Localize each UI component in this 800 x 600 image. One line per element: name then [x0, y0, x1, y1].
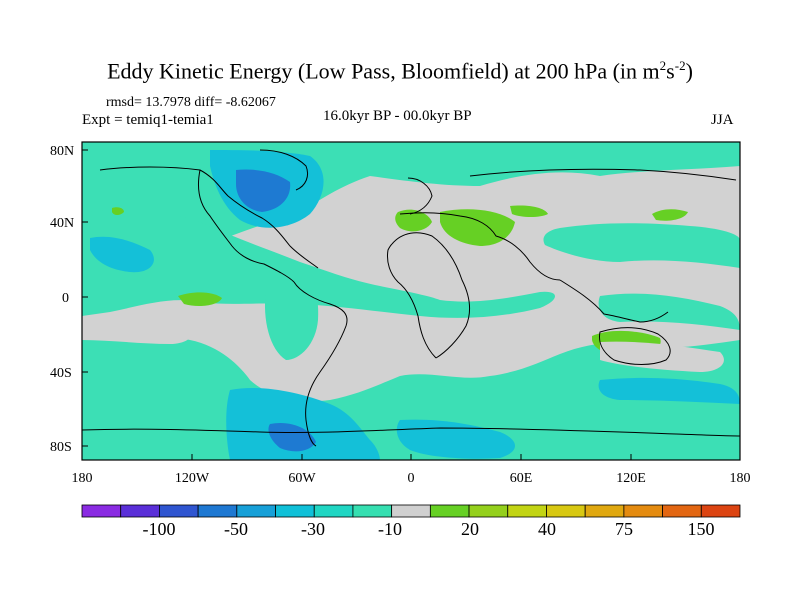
colorbar-swatch [623, 504, 663, 518]
colorbar-label-40: 40 [538, 519, 556, 539]
colorbar-swatch [313, 504, 354, 518]
colorbar-swatch [120, 504, 160, 518]
colorbar-label-minus10: -10 [378, 519, 402, 539]
colorbar-swatch [275, 504, 315, 518]
colorbar-swatch [662, 504, 702, 518]
period-text: 16.0kyr BP - 00.0kyr BP [323, 108, 472, 124]
colorbar-label-minus30: -30 [301, 519, 325, 539]
x-tick-60e: 60E [510, 471, 533, 486]
colorbar-swatch [546, 504, 586, 518]
coastlines [82, 149, 740, 447]
colorbar-label-20: 20 [461, 519, 479, 539]
y-tick-40n: 40N [50, 216, 74, 231]
x-tick-180e: 180 [730, 471, 751, 486]
x-tick-60w: 60W [288, 471, 316, 486]
experiment-text: Expt = temiq1-temia1 [82, 112, 214, 128]
season-text: JJA [711, 112, 734, 128]
y-tick-40s: 40S [50, 366, 72, 381]
field-level-minus50 [236, 169, 316, 452]
field-level-zero-patches [82, 315, 724, 372]
colorbar-label-minus100: -100 [143, 519, 176, 539]
colorbar-swatch [197, 504, 238, 518]
x-tick-180w: 180 [72, 471, 93, 486]
colorbar-swatch [584, 504, 625, 518]
colorbar [81, 504, 741, 518]
x-axis: 180 120W 60W 0 60E 120E 180 [72, 454, 751, 486]
colorbar-swatch [700, 504, 741, 518]
map-title: Eddy Kinetic Energy (Low Pass, Bloomfiel… [107, 58, 693, 84]
colorbar-label-150: 150 [688, 519, 715, 539]
y-axis: 80N 40N 0 40S 80S [50, 144, 88, 455]
colorbar-swatch [159, 504, 199, 518]
y-tick-80s: 80S [50, 440, 72, 455]
colorbar-swatch [236, 504, 276, 518]
colorbar-swatch [468, 504, 509, 518]
y-tick-0: 0 [62, 291, 69, 306]
y-tick-80n: 80N [50, 144, 74, 159]
x-tick-0: 0 [408, 471, 415, 486]
colorbar-swatch [391, 504, 431, 518]
colorbar-label-minus50: -50 [224, 519, 248, 539]
map-field [82, 142, 740, 460]
colorbar-swatch [352, 504, 393, 518]
x-tick-120e: 120E [616, 471, 646, 486]
x-tick-120w: 120W [175, 471, 210, 486]
colorbar-label-75: 75 [615, 519, 633, 539]
rmsd-diff-text: rmsd= 13.7978 diff= -8.62067 [106, 95, 276, 110]
colorbar-swatch [429, 504, 470, 518]
colorbar-swatch [81, 504, 122, 518]
colorbar-swatch [507, 504, 547, 518]
